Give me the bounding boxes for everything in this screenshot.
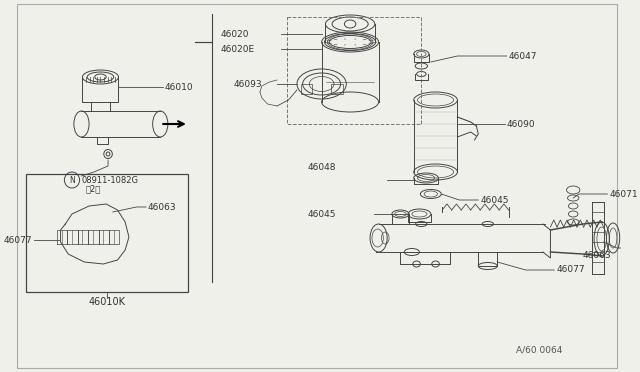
- Text: N: N: [69, 176, 75, 185]
- Bar: [301, 84, 312, 94]
- Text: 46077: 46077: [3, 235, 32, 244]
- Text: 46010K: 46010K: [88, 297, 125, 307]
- Text: 46071: 46071: [609, 189, 638, 199]
- Text: 46063: 46063: [148, 202, 177, 212]
- Text: 08911-1082G: 08911-1082G: [81, 176, 138, 185]
- Text: 46045: 46045: [480, 196, 509, 205]
- Text: 46093: 46093: [234, 80, 262, 89]
- Text: A/60 0064: A/60 0064: [516, 346, 563, 355]
- Bar: [331, 84, 342, 94]
- Text: 46020E: 46020E: [220, 45, 254, 54]
- Text: 46010: 46010: [165, 83, 194, 92]
- Text: 46077: 46077: [556, 266, 585, 275]
- Bar: [26, 174, 188, 292]
- Text: 46047: 46047: [509, 51, 537, 61]
- Text: （2）: （2）: [85, 185, 100, 193]
- Text: 46048: 46048: [307, 163, 336, 171]
- Text: 46045: 46045: [307, 209, 336, 218]
- Text: 46090: 46090: [507, 119, 536, 128]
- Text: 46063: 46063: [582, 251, 611, 260]
- Text: 46020: 46020: [220, 29, 248, 38]
